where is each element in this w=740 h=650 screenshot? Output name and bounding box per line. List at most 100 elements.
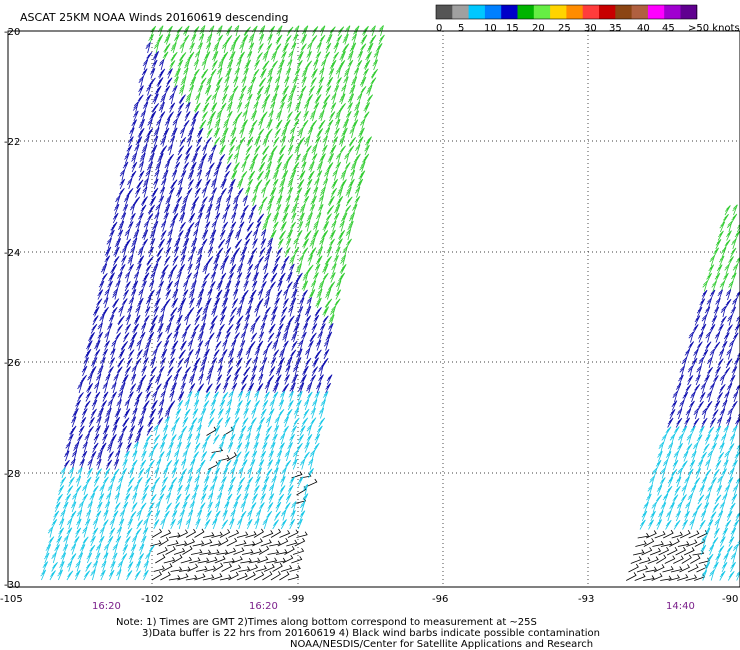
wind-barb [117,229,124,241]
wind-barb [273,467,279,479]
wind-barb [142,348,149,360]
wind-barb [116,569,122,581]
wind-barb [302,323,309,334]
wind-barb [148,450,154,462]
wind-barb [325,42,332,54]
wind-barb [177,433,183,445]
wind-barb [282,383,290,394]
wind-barb [234,366,242,377]
wind-barb [673,450,679,462]
wind-barb [325,85,332,96]
wind-barb [709,511,717,522]
wind-barb [266,119,273,130]
wind-barb [717,358,724,369]
wind-barb [123,408,131,419]
wind-barb [75,399,81,411]
wind-barb [319,67,325,79]
lat-label-20: -20 [4,27,20,38]
wind-barb [184,111,191,122]
wind-barb [294,153,301,164]
wind-barb [370,68,379,79]
wind-barb [723,332,730,343]
wind-barb [363,102,371,113]
wind-barb [670,469,678,479]
wind-barb [224,416,231,428]
wind-barb [232,76,239,88]
wind-barb [301,76,307,88]
wind-barb [341,84,347,96]
wind-barb [180,468,188,479]
wind-barb [167,144,173,156]
wind-barb [104,288,110,300]
wind-barb [243,153,251,164]
wind-barb [726,383,733,394]
wind-barb [681,460,688,471]
wind-barb [182,289,189,300]
wind-barb [357,51,363,62]
wind-barb [133,271,140,283]
wind-barb [287,144,294,156]
wind-barb [177,305,183,317]
wind-barb [258,459,265,470]
wind-barb [732,391,739,403]
wind-barb [692,418,700,428]
wind-barb [189,383,196,394]
wind-barb [276,67,283,79]
wind-barb [709,255,715,267]
note-line-1: Note: 1) Times are GMT 2)Times along bot… [116,617,537,628]
wind-barb [221,51,229,62]
wind-barb [256,170,264,181]
wind-barb [319,153,326,164]
wind-barb [281,127,288,139]
wind-barb [189,42,195,54]
wind-barb [66,570,74,581]
wind-barb [326,162,334,173]
wind-barb [258,118,264,130]
wind-barb-contaminated [690,554,701,564]
wind-barb [213,349,220,360]
wind-barb [184,399,190,411]
wind-barb [103,297,109,309]
wind-barb [139,374,147,385]
wind-barb [306,264,314,275]
wind-barb [336,196,344,207]
wind-barb [120,212,127,224]
wind-barb [356,178,364,190]
wind-barb [209,408,216,419]
wind-barb [237,390,244,402]
wind-barb [171,127,178,139]
wind-barb [296,187,303,198]
wind-barb [177,145,185,156]
wind-barb [177,59,184,71]
wind-barb [347,93,355,105]
wind-barb [57,569,63,581]
wind-barb [79,374,87,385]
wind-barb [278,399,285,411]
wind-barb [312,186,319,198]
wind-barb-contaminated [286,539,298,547]
wind-barb [328,238,335,249]
wind-barb [674,485,681,496]
wind-barb [312,59,319,71]
wind-barb [314,433,321,445]
wind-barb [323,94,331,105]
wind-barb [722,527,729,539]
wind-barb [92,306,100,317]
wind-barb [295,272,303,283]
wind-barb [339,179,347,190]
wind-barb [186,476,193,487]
wind-barb [731,493,738,505]
wind-barb [173,331,179,343]
wind-barb [304,135,311,147]
wind-barb [124,229,130,241]
wind-barb [149,408,157,419]
wind-barb-contaminated [653,564,665,573]
wind-barb [140,196,148,207]
wind-barb [713,528,720,539]
wind-barb [75,527,82,538]
wind-barb [189,297,195,309]
wind-barb [164,118,171,130]
wind-barb [690,391,696,403]
wind-barb [90,408,97,419]
wind-barb [287,315,295,326]
